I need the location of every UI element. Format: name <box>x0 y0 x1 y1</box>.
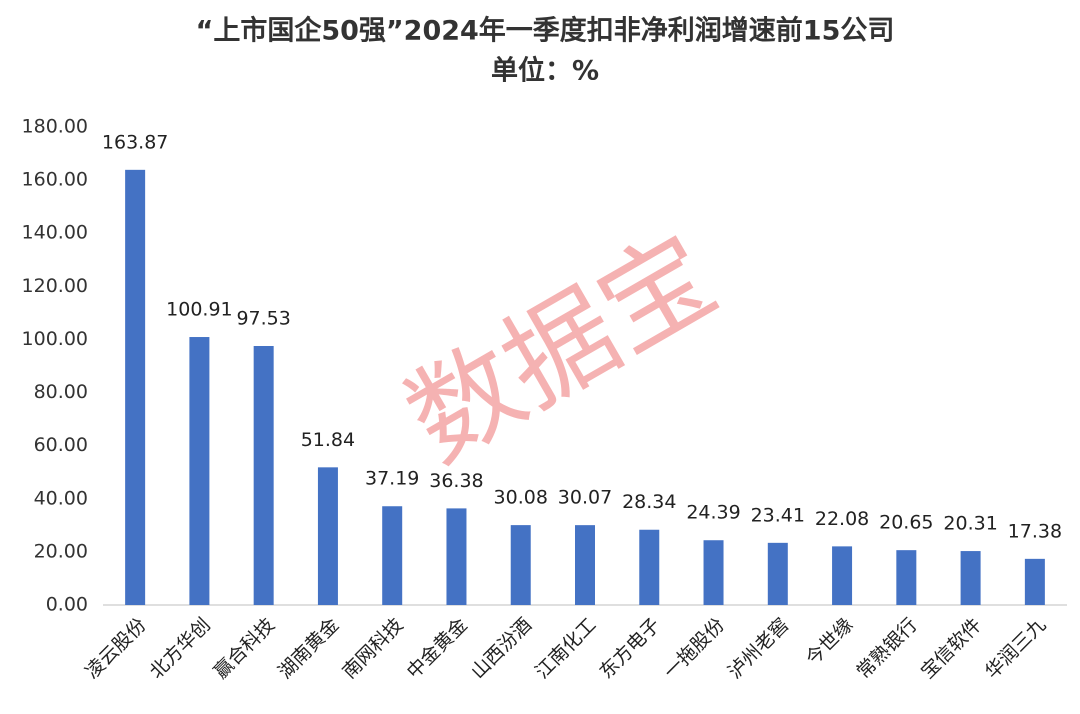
y-tick-label: 140.00 <box>22 222 88 244</box>
x-tick-label: 赢合科技 <box>210 614 279 683</box>
value-label: 20.31 <box>943 513 997 535</box>
bar <box>896 550 917 605</box>
x-tick-label: 湖南黄金 <box>274 614 343 683</box>
value-label: 51.84 <box>301 429 355 451</box>
y-tick-label: 60.00 <box>34 434 88 456</box>
value-label: 20.65 <box>879 512 933 534</box>
y-tick-label: 40.00 <box>34 487 88 509</box>
x-tick-label: 北方华创 <box>146 614 215 683</box>
watermark: 数据宝 <box>386 210 736 486</box>
bar <box>189 337 210 605</box>
x-tick-label: 南网科技 <box>338 614 407 683</box>
x-tick-label: 中金黄金 <box>403 614 472 683</box>
bar <box>510 525 531 605</box>
bar <box>382 506 403 605</box>
value-label: 30.07 <box>558 487 612 509</box>
y-tick-label: 100.00 <box>22 328 88 350</box>
x-tick-label: 东方电子 <box>595 614 664 683</box>
value-label: 22.08 <box>815 508 869 530</box>
bar <box>1024 558 1045 605</box>
x-tick-label: 凌云股份 <box>81 614 150 683</box>
value-label: 37.19 <box>365 468 419 490</box>
y-tick-label: 160.00 <box>22 169 88 191</box>
value-label: 30.08 <box>494 487 548 509</box>
bar <box>639 529 660 605</box>
bar <box>317 467 338 605</box>
x-tick-label: 江南化工 <box>531 614 600 683</box>
y-tick-label: 0.00 <box>46 594 88 616</box>
value-label: 163.87 <box>102 131 168 153</box>
chart-subtitle: 单位：% <box>491 55 599 87</box>
bar <box>253 346 274 605</box>
bar <box>960 551 981 605</box>
bar <box>125 169 146 605</box>
bar <box>767 542 788 605</box>
x-tick-label: 华润三九 <box>981 614 1050 683</box>
x-tick-label: 泸州老窖 <box>724 614 793 683</box>
value-label: 97.53 <box>236 308 290 330</box>
bar <box>446 508 467 605</box>
value-label: 28.34 <box>622 491 676 513</box>
value-label: 17.38 <box>1008 520 1062 542</box>
value-label: 24.39 <box>686 502 740 524</box>
x-tick-label: 山西汾酒 <box>467 614 536 683</box>
bar <box>832 546 853 605</box>
y-tick-label: 80.00 <box>34 381 88 403</box>
value-label: 100.91 <box>166 299 232 321</box>
y-tick-label: 180.00 <box>22 116 88 138</box>
x-tick-label: 一拖股份 <box>660 614 729 683</box>
x-tick-label: 今世缘 <box>802 614 858 670</box>
value-label: 23.41 <box>751 504 805 526</box>
bar <box>703 540 724 605</box>
chart-title: “上市国企50强”2024年一季度扣非净利润增速前15公司 <box>196 15 895 47</box>
x-tick-label: 宝信软件 <box>917 614 986 683</box>
y-tick-label: 120.00 <box>22 275 88 297</box>
value-label: 36.38 <box>429 470 483 492</box>
x-tick-label: 常熟银行 <box>852 614 921 683</box>
bar <box>575 525 595 605</box>
y-tick-label: 20.00 <box>34 540 88 562</box>
